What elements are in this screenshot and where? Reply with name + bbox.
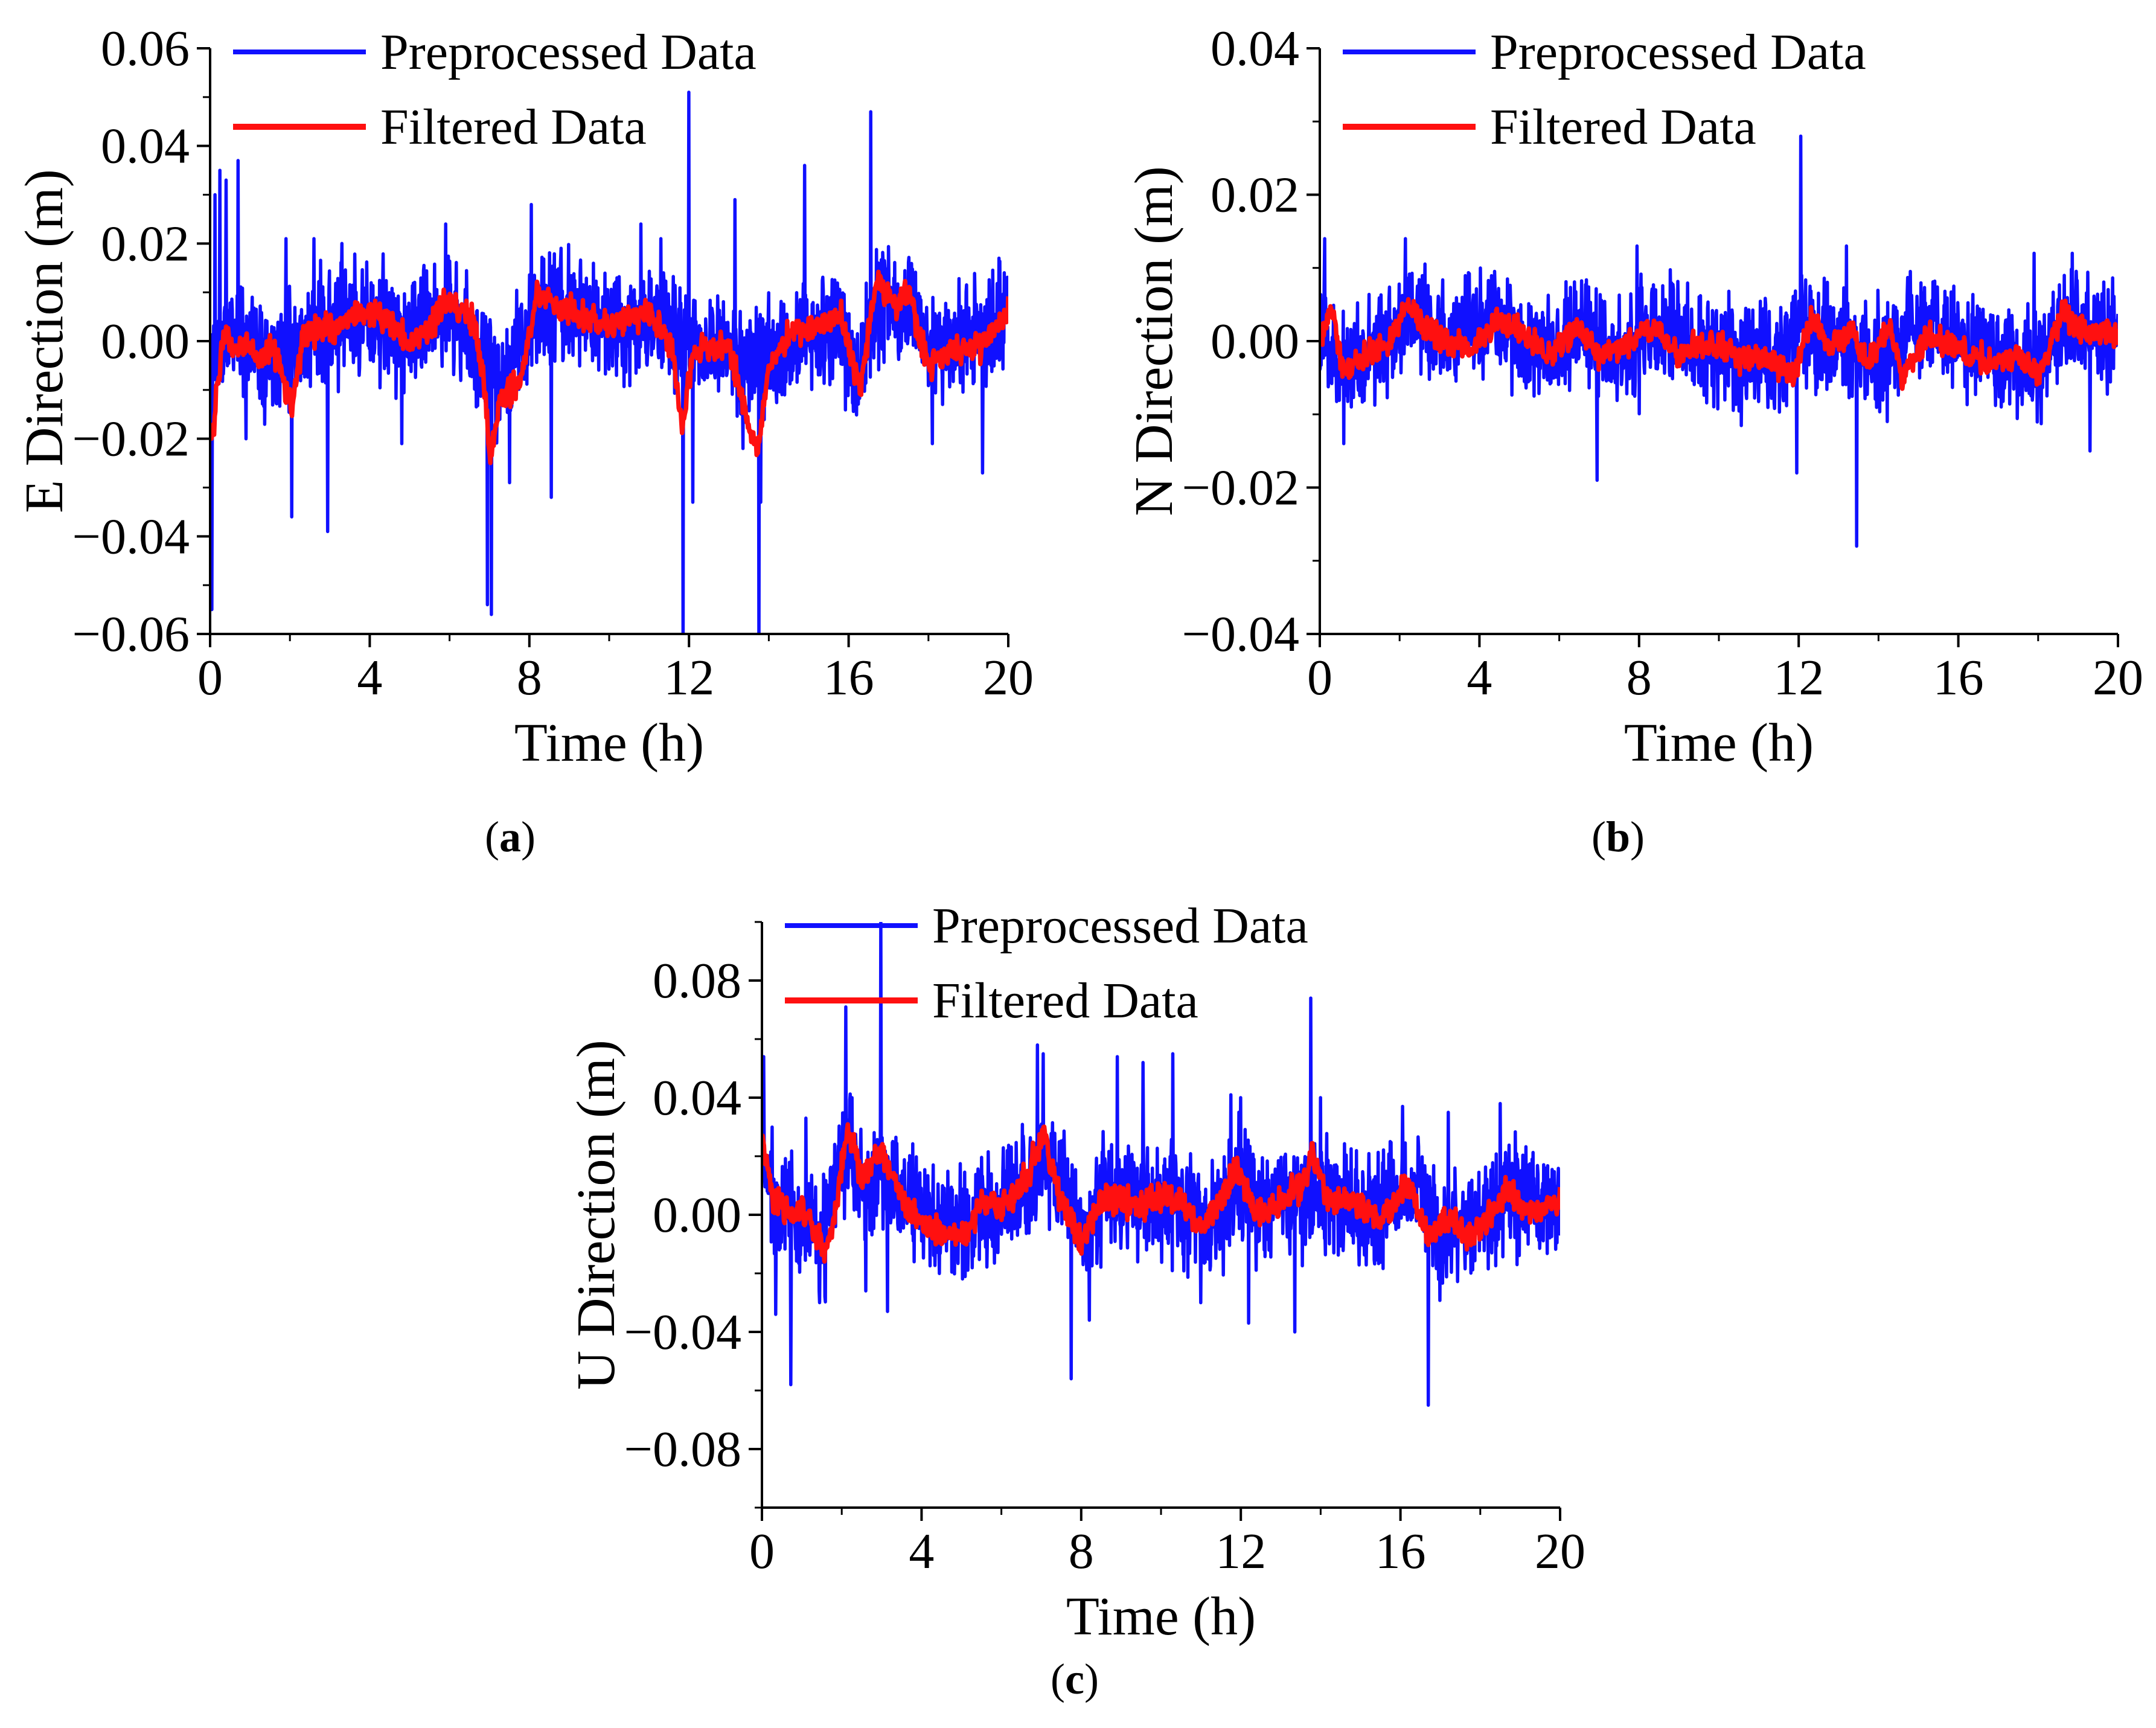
x-tick-label: 16 (1375, 1523, 1426, 1579)
x-axis-label: Time (h) (514, 713, 704, 773)
x-tick-label: 12 (664, 650, 714, 706)
y-tick-label: 0.06 (101, 21, 190, 77)
plot-area (1320, 134, 2118, 548)
plot-area (762, 922, 1560, 1407)
y-tick-label: 0.00 (101, 313, 190, 370)
panel-caption: (a) (485, 813, 536, 861)
panel-a: 0 4 8 12 16 20 −0.06 −0.04 −0.02 0.00 0.02 0.04 0.06… (14, 21, 1034, 861)
x-tick-label: 8 (517, 650, 542, 706)
x-tick-label: 16 (824, 650, 874, 706)
x-axis-label: Time (h) (1066, 1587, 1256, 1646)
y-tick-label: −0.04 (1182, 606, 1299, 662)
panel-b: 0 4 8 12 16 20 −0.04 −0.02 0.00 0.02 0.04 Time (h) N… (1124, 21, 2143, 861)
series-filtered-line (762, 1122, 1560, 1264)
legend: Preprocessed Data Filtered Data (1343, 24, 1866, 155)
x-tick-label: 12 (1773, 650, 1824, 706)
panel-c: 0 4 8 12 16 20 −0.08 −0.04 0.00 0.04 0.08 Time (h) U… (566, 898, 1585, 1703)
y-axis-label: N Direction (m) (1124, 166, 1184, 516)
y-tick-label: 0.04 (653, 1070, 741, 1126)
y-axis-label: E Direction (m) (14, 169, 74, 513)
y-tick-label: −0.02 (1182, 460, 1299, 516)
y-tick-label: −0.08 (624, 1421, 741, 1477)
y-tick-label: −0.04 (72, 508, 190, 565)
panel-caption: (c) (1051, 1655, 1099, 1703)
x-tick-label: 20 (2093, 650, 2143, 706)
legend: Preprocessed Data Filtered Data (233, 24, 757, 155)
series-filtered-line (1320, 297, 2118, 391)
panel-caption: (b) (1591, 813, 1645, 861)
x-tick-label: 20 (1535, 1523, 1585, 1579)
x-tick-label: 4 (357, 650, 382, 706)
plot-area (210, 91, 1008, 634)
y-tick-label: 0.02 (1211, 167, 1299, 223)
y-tick-label: 0.08 (653, 953, 741, 1009)
x-tick-label: 4 (909, 1523, 934, 1579)
y-tick-label: 0.04 (1211, 21, 1299, 77)
x-tick-label: 20 (983, 650, 1034, 706)
legend-label-filtered: Filtered Data (1490, 99, 1756, 155)
y-tick-label: 0.00 (1211, 313, 1299, 370)
x-tick-label: 0 (749, 1523, 775, 1579)
y-tick-label: 0.02 (101, 216, 190, 272)
legend-label-preprocessed: Preprocessed Data (380, 24, 757, 80)
x-tick-label: 4 (1467, 650, 1492, 706)
legend-label-filtered: Filtered Data (380, 99, 647, 155)
y-tick-label: 0.04 (101, 118, 190, 174)
legend: Preprocessed Data Filtered Data (785, 898, 1308, 1029)
series-preprocessed-line (210, 91, 1008, 634)
y-axis-label: U Direction (m) (566, 1040, 626, 1390)
x-tick-label: 8 (1069, 1523, 1094, 1579)
x-axis-label: Time (h) (1624, 713, 1814, 773)
y-tick-label: 0.00 (653, 1187, 741, 1243)
x-tick-label: 0 (197, 650, 223, 706)
x-tick-label: 8 (1627, 650, 1652, 706)
series-filtered-line (210, 269, 1008, 466)
x-tick-label: 12 (1215, 1523, 1266, 1579)
y-tick-label: −0.02 (72, 411, 190, 467)
y-tick-label: −0.06 (72, 606, 190, 662)
y-tick-label: −0.04 (624, 1304, 741, 1360)
legend-label-preprocessed: Preprocessed Data (932, 898, 1308, 954)
x-tick-label: 16 (1933, 650, 1984, 706)
legend-label-preprocessed: Preprocessed Data (1490, 24, 1866, 80)
x-tick-label: 0 (1307, 650, 1332, 706)
legend-label-filtered: Filtered Data (932, 973, 1198, 1029)
